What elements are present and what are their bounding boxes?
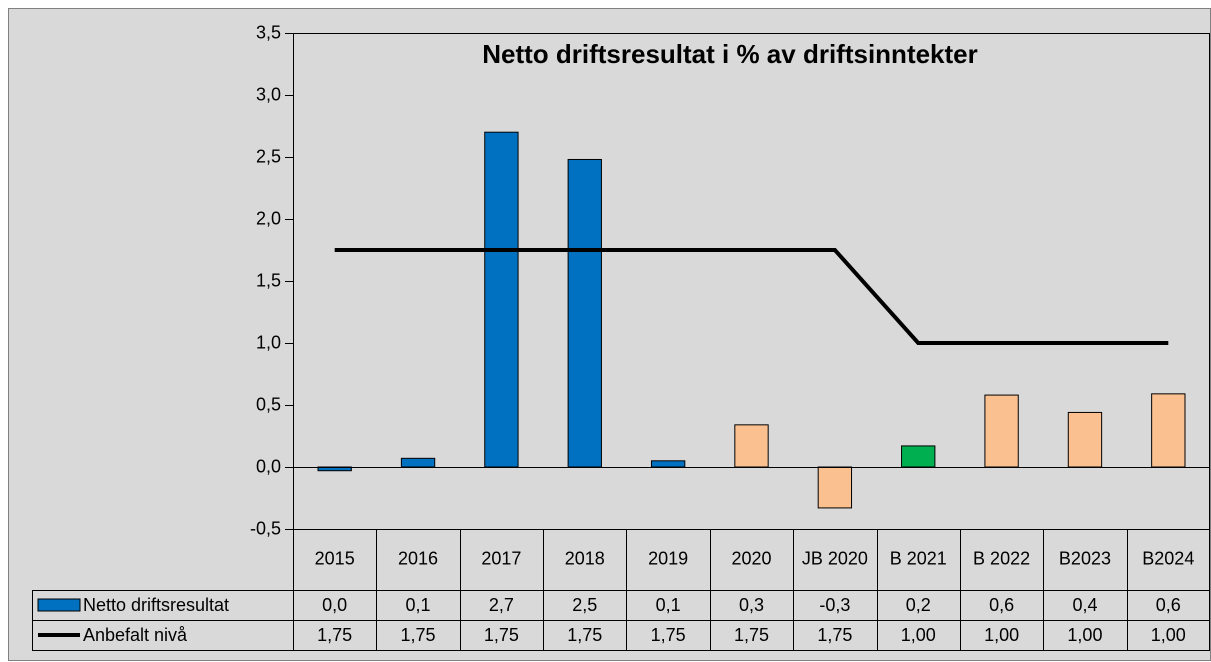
legend-label: Anbefalt nivå <box>83 625 188 645</box>
bar <box>734 424 769 468</box>
data-label: 1,75 <box>484 625 519 645</box>
x-tick-label: 2017 <box>481 548 521 568</box>
x-tick-label: B 2022 <box>973 548 1030 568</box>
x-tick-label: B 2021 <box>890 548 947 568</box>
data-label: 0,4 <box>1072 595 1097 615</box>
bar <box>484 131 519 468</box>
data-label: 1,00 <box>901 625 936 645</box>
data-label: 2,5 <box>572 595 597 615</box>
x-tick-label: 2016 <box>398 548 438 568</box>
bar <box>817 466 853 509</box>
data-label: 0,3 <box>739 595 764 615</box>
bar <box>984 394 1019 468</box>
bar <box>400 457 436 468</box>
legend-swatch <box>37 598 81 612</box>
chart-title: Netto driftsresultat i % av driftsinntek… <box>482 39 978 69</box>
x-tick-label: 2018 <box>565 548 605 568</box>
data-label: 1,75 <box>651 625 686 645</box>
data-label: 1,00 <box>1151 625 1186 645</box>
bar <box>650 460 686 468</box>
data-label: 0,6 <box>989 595 1014 615</box>
x-tick-label: B2023 <box>1059 548 1111 568</box>
x-tick-label: 2019 <box>648 548 688 568</box>
bar <box>567 158 602 468</box>
y-tick-label: 1,0 <box>256 332 281 352</box>
y-tick-label: 1,5 <box>256 270 281 290</box>
y-tick-label: 3,5 <box>256 22 281 42</box>
x-tick-label: 2020 <box>731 548 771 568</box>
data-label: 1,75 <box>734 625 769 645</box>
legend-label: Netto driftsresultat <box>83 595 229 615</box>
y-tick-label: 2,0 <box>256 208 281 228</box>
bar <box>901 445 936 468</box>
chart-area <box>8 8 1211 661</box>
y-tick-label: 0,0 <box>256 456 281 476</box>
data-label: 0,6 <box>1156 595 1181 615</box>
data-label: 1,75 <box>567 625 602 645</box>
y-tick-label: 2,5 <box>256 146 281 166</box>
data-label: 0,0 <box>322 595 347 615</box>
bar <box>1151 393 1186 468</box>
x-tick-label: JB 2020 <box>802 548 868 568</box>
x-tick-label: B2024 <box>1142 548 1194 568</box>
data-label: 2,7 <box>489 595 514 615</box>
data-label: 1,00 <box>1067 625 1102 645</box>
line <box>334 248 1169 345</box>
data-label: 0,2 <box>906 595 931 615</box>
data-label: 1,75 <box>817 625 852 645</box>
x-tick-label: 2015 <box>315 548 355 568</box>
y-tick-label: -0,5 <box>250 518 281 538</box>
data-label: -0,3 <box>819 595 850 615</box>
data-label: 1,75 <box>401 625 436 645</box>
data-label: 0,1 <box>406 595 431 615</box>
bar <box>1067 411 1103 468</box>
y-tick-label: 0,5 <box>256 394 281 414</box>
data-label: 1,00 <box>984 625 1019 645</box>
y-tick-label: 3,0 <box>256 84 281 104</box>
data-label: 1,75 <box>317 625 352 645</box>
data-label: 0,1 <box>656 595 681 615</box>
